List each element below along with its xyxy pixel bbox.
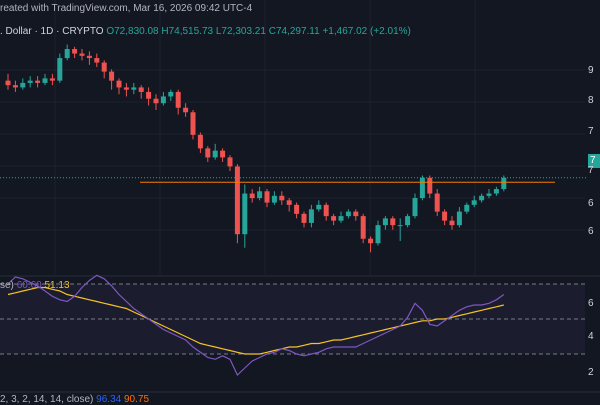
ohlc-change: +1,467.02 (+2.01%) xyxy=(322,26,411,37)
candle-body xyxy=(486,193,492,196)
last-price-badge: 7 xyxy=(588,154,600,168)
symbol-label: . Dollar · 1D · CRYPTO xyxy=(0,26,104,37)
rsi-axis-tick: 6 xyxy=(588,298,594,309)
rsi-value: 60.60 xyxy=(16,280,42,291)
rsi-band xyxy=(0,284,585,354)
ohlc-legend: . Dollar · 1D · CRYPTO O72,830.08 H74,51… xyxy=(0,26,411,37)
candle-body xyxy=(397,225,403,227)
rsi-line xyxy=(7,274,505,377)
candle-body xyxy=(390,218,396,226)
candle-body xyxy=(501,177,507,190)
candle-body xyxy=(175,91,181,108)
candle-body xyxy=(101,62,107,72)
candle-body xyxy=(27,80,33,83)
candle-body xyxy=(131,87,137,90)
rsi-legend: se) 60.60 51.13 xyxy=(0,280,70,291)
candle-body xyxy=(308,209,314,223)
candle-body xyxy=(220,150,226,158)
candle-body xyxy=(57,58,63,81)
candle-body xyxy=(35,80,41,83)
candle-body xyxy=(286,200,292,205)
candle-body xyxy=(20,82,26,88)
candle-body xyxy=(279,195,285,201)
candle-body xyxy=(331,216,337,221)
candle-body xyxy=(257,191,263,199)
candle-body xyxy=(64,49,70,59)
candle-body xyxy=(197,134,203,149)
price-axis-tick: 7 xyxy=(588,126,594,137)
candle-body xyxy=(153,98,159,104)
candle-body xyxy=(405,216,411,226)
candle-body xyxy=(419,177,425,199)
candle-body xyxy=(427,177,433,194)
price-axis-tick: 6 xyxy=(588,198,594,209)
candle-body xyxy=(353,211,359,217)
candle-body xyxy=(5,80,11,86)
candle-body xyxy=(72,49,78,54)
candle-body xyxy=(323,204,329,217)
candle-body xyxy=(294,204,300,214)
level-price-label: 7 xyxy=(588,165,594,176)
candle-body xyxy=(79,53,85,56)
ohlc-low: L72,303.21 xyxy=(215,26,266,37)
candle-body xyxy=(227,157,233,167)
candle-body xyxy=(345,211,351,217)
candle-body xyxy=(360,216,366,239)
candle-body xyxy=(138,87,144,92)
price-axis-tick: 9 xyxy=(588,65,594,76)
candle-body xyxy=(146,91,152,99)
ohlc-high: H74,515.73 xyxy=(161,26,214,37)
candle-body xyxy=(264,191,270,203)
candle-body xyxy=(190,112,196,135)
candle-body xyxy=(464,204,470,212)
ohlc-close: C74,297.11 xyxy=(268,26,320,37)
candle-body xyxy=(123,87,129,90)
candle-body xyxy=(183,107,189,113)
rsi-axis-tick: 4 xyxy=(588,331,594,342)
candle-body xyxy=(49,78,55,81)
candle-body xyxy=(12,85,18,88)
candles-group xyxy=(5,44,507,253)
rsi-panel xyxy=(0,274,600,393)
candle-body xyxy=(456,211,462,226)
candle-body xyxy=(271,195,277,203)
candle-body xyxy=(375,225,381,244)
rsi-axis-tick: 2 xyxy=(588,367,594,378)
candle-body xyxy=(449,220,455,226)
candle-body xyxy=(116,80,122,88)
candle-body xyxy=(205,148,211,158)
candle-body xyxy=(434,193,440,212)
candle-body xyxy=(471,200,477,205)
candle-body xyxy=(42,78,48,83)
candle-body xyxy=(479,195,485,201)
candle-body xyxy=(442,211,448,221)
candle-body xyxy=(249,193,255,199)
candle-body xyxy=(338,216,344,221)
rsi-legend-prefix: se) xyxy=(0,280,14,291)
tradingview-credit: reated with TradingView.com, Mar 16, 202… xyxy=(0,3,253,14)
candle-body xyxy=(368,238,374,244)
candle-body xyxy=(86,55,92,59)
candle-body xyxy=(212,150,218,158)
ohlc-open: O72,830.08 xyxy=(106,26,159,37)
price-axis-tick: 6 xyxy=(588,226,594,237)
chart-grid xyxy=(0,0,585,275)
rsi-ma-value: 51.13 xyxy=(44,280,70,291)
candle-body xyxy=(382,218,388,226)
candle-body xyxy=(94,58,100,63)
candle-body xyxy=(316,204,322,210)
candle-body xyxy=(109,71,115,81)
candle-body xyxy=(234,166,240,235)
rsi-ma-line xyxy=(7,286,504,355)
candle-body xyxy=(412,198,418,217)
candle-body xyxy=(493,189,499,194)
candle-body xyxy=(301,213,307,223)
candle-body xyxy=(242,193,248,235)
price-axis-tick: 8 xyxy=(588,95,594,106)
candle-body xyxy=(168,91,174,97)
candle-body xyxy=(160,96,166,104)
